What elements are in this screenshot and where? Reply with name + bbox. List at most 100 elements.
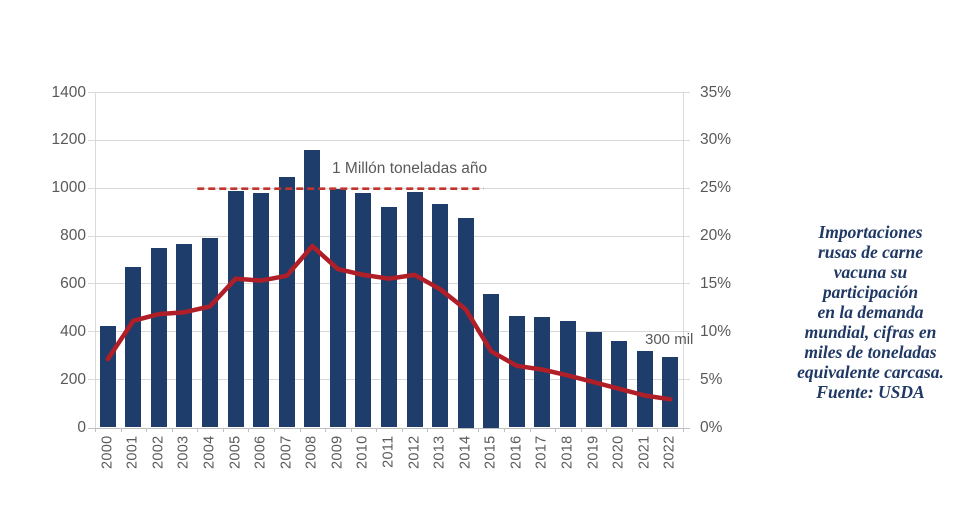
bar-2011 bbox=[381, 207, 397, 428]
bar-2007 bbox=[278, 177, 295, 428]
right-axis-tick-label: 5% bbox=[700, 370, 723, 388]
bar-2006 bbox=[253, 193, 270, 428]
x-axis-label-2021: 2021 bbox=[636, 435, 653, 469]
left-axis-tick-label: 600 bbox=[60, 274, 86, 292]
bar-2002 bbox=[150, 248, 167, 428]
x-axis-label-2008: 2008 bbox=[303, 435, 320, 469]
x-axis-label-2014: 2014 bbox=[457, 435, 474, 469]
side-note-line: en la demanda bbox=[817, 302, 924, 322]
line-series bbox=[105, 243, 673, 402]
side-note-line: miles de toneladas bbox=[804, 342, 937, 362]
x-axis-tick bbox=[248, 427, 250, 432]
x-axis-label-2011: 2011 bbox=[380, 435, 397, 468]
x-axis-tick bbox=[273, 427, 275, 432]
x-axis-tick bbox=[197, 427, 199, 432]
bar-2008 bbox=[304, 149, 321, 428]
side-note-line: Importaciones bbox=[818, 222, 923, 242]
left-axis-tick-label: 1400 bbox=[51, 83, 86, 101]
side-note-line: Fuente: USDA bbox=[816, 382, 925, 402]
x-axis-tick bbox=[120, 427, 122, 432]
x-axis-tick bbox=[350, 427, 352, 432]
bar-2014 bbox=[457, 218, 474, 428]
x-axis-tick bbox=[401, 427, 403, 432]
x-axis-label-2016: 2016 bbox=[508, 435, 525, 469]
x-axis-tick bbox=[95, 427, 96, 432]
plot-left-border bbox=[95, 92, 96, 428]
x-axis-tick bbox=[580, 427, 582, 432]
x-axis-line bbox=[88, 427, 690, 429]
bar-2004 bbox=[202, 238, 219, 428]
left-axis-tick-label: 200 bbox=[60, 370, 86, 388]
right-axis-tick-label: 35% bbox=[700, 83, 732, 101]
bar-2010 bbox=[355, 193, 372, 428]
right-axis-tick-label: 30% bbox=[700, 131, 732, 149]
gridline bbox=[88, 139, 690, 141]
gridline bbox=[88, 92, 690, 93]
side-note-line: equivalente carcasa. bbox=[797, 362, 944, 382]
side-note-line: vacuna su bbox=[833, 262, 908, 282]
x-axis-tick bbox=[606, 427, 608, 432]
x-axis-tick bbox=[427, 427, 429, 432]
x-axis-label-2018: 2018 bbox=[559, 435, 576, 469]
bar-2022 bbox=[662, 356, 679, 428]
side-note-line: rusas de carne bbox=[817, 242, 923, 262]
left-axis-tick-label: 400 bbox=[60, 322, 86, 340]
bar-2009 bbox=[329, 188, 346, 428]
right-axis-tick-label: 15% bbox=[700, 274, 732, 292]
x-axis-tick bbox=[376, 427, 378, 432]
x-axis-tick bbox=[299, 427, 301, 432]
x-axis-label-2010: 2010 bbox=[354, 435, 371, 469]
plot-right-border bbox=[683, 92, 684, 428]
x-axis-tick bbox=[325, 427, 327, 432]
plot-area bbox=[95, 93, 683, 428]
x-axis-tick bbox=[146, 427, 148, 432]
x-axis-label-2007: 2007 bbox=[278, 435, 295, 469]
x-axis-label-2003: 2003 bbox=[175, 435, 192, 469]
right-axis-tick-label: 0% bbox=[700, 418, 723, 436]
x-axis-tick bbox=[555, 427, 557, 432]
bar-2001 bbox=[125, 267, 142, 428]
x-axis-label-2001: 2001 bbox=[124, 435, 141, 469]
bar-2005 bbox=[227, 190, 244, 428]
x-axis-tick bbox=[657, 427, 659, 432]
x-axis-label-2022: 2022 bbox=[661, 435, 678, 469]
x-axis-tick bbox=[683, 427, 684, 432]
x-axis-label-2020: 2020 bbox=[610, 435, 627, 469]
bar-2015 bbox=[483, 293, 500, 428]
x-axis-tick bbox=[222, 427, 224, 432]
right-axis-tick-label: 20% bbox=[700, 227, 732, 245]
right-axis-tick-label: 10% bbox=[700, 322, 732, 340]
side-note-caption: Importaciones rusas de carne vacuna su part… bbox=[762, 222, 979, 402]
x-axis-tick bbox=[529, 427, 531, 432]
bar-2021 bbox=[636, 350, 653, 428]
bar-2020 bbox=[611, 341, 628, 428]
annotation-300mil: 300 mil bbox=[645, 331, 694, 348]
x-axis-tick bbox=[504, 427, 506, 432]
x-axis-label-2000: 2000 bbox=[99, 435, 116, 469]
x-axis-label-2019: 2019 bbox=[585, 435, 602, 469]
x-axis-label-2017: 2017 bbox=[533, 435, 550, 469]
left-axis-tick-label: 0 bbox=[77, 418, 86, 436]
x-axis-label-2005: 2005 bbox=[227, 435, 244, 469]
x-axis-tick bbox=[478, 427, 480, 432]
x-axis-label-2004: 2004 bbox=[201, 435, 218, 469]
side-note-line: mundial, cifras en bbox=[804, 322, 937, 342]
left-axis-tick-label: 1000 bbox=[51, 179, 86, 197]
bar-2016 bbox=[508, 315, 525, 428]
x-axis-label-2013: 2013 bbox=[431, 435, 448, 469]
bar-2013 bbox=[432, 203, 449, 428]
bar-2012 bbox=[406, 191, 423, 428]
x-axis-label-2012: 2012 bbox=[406, 435, 423, 469]
line-series-svg bbox=[105, 186, 673, 402]
reference-line-label: 1 Millón toneladas año bbox=[332, 160, 488, 177]
left-axis-tick-label: 800 bbox=[60, 227, 86, 245]
x-axis-tick bbox=[452, 427, 454, 432]
x-axis-tick bbox=[631, 427, 633, 432]
bar-2003 bbox=[176, 244, 193, 428]
x-axis-label-2006: 2006 bbox=[252, 435, 269, 469]
bar-2017 bbox=[534, 316, 551, 428]
x-axis-label-2015: 2015 bbox=[482, 435, 499, 469]
x-axis-tick bbox=[171, 427, 173, 432]
left-axis-tick-label: 1200 bbox=[51, 131, 86, 149]
